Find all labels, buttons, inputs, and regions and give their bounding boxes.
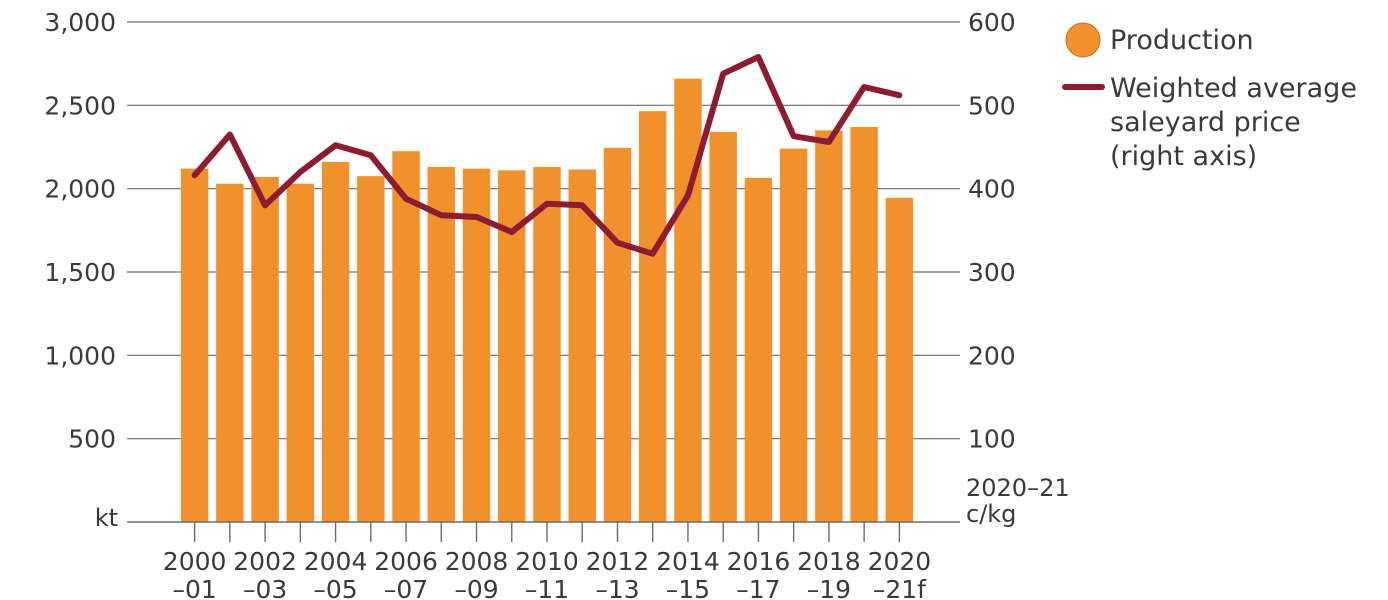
x-tick-label-year: 2000 — [163, 547, 227, 576]
x-tick-label-span: –13 — [595, 575, 639, 600]
right-axis-unit-line1: 2020–21 — [966, 474, 1070, 502]
right-y-tick-label: 300 — [968, 258, 1016, 287]
x-tick-label-year: 2008 — [445, 547, 509, 576]
production-bar — [850, 127, 878, 522]
production-bar — [674, 78, 702, 523]
left-y-tick-label: 1,000 — [44, 341, 116, 370]
x-tick-label-span: –01 — [172, 575, 216, 600]
x-tick-label-year: 2014 — [656, 547, 720, 576]
x-tick-label-year: 2010 — [515, 547, 579, 576]
production-bar — [638, 111, 667, 523]
production-bar — [216, 183, 244, 522]
left-axis-unit: kt — [95, 504, 118, 532]
x-tick-label-year: 2006 — [374, 547, 438, 576]
production-bar — [462, 168, 491, 522]
price-line — [191, 54, 903, 257]
production-bar — [885, 197, 914, 523]
x-tick-label-span: –11 — [525, 575, 569, 600]
legend-production-marker — [1065, 22, 1101, 58]
production-bar — [392, 151, 420, 522]
x-tick-label-span: –03 — [243, 575, 287, 600]
production-bar — [321, 162, 350, 522]
right-y-tick-label: 200 — [968, 341, 1016, 370]
production-bar — [603, 147, 632, 523]
x-tick-label-span: –19 — [807, 575, 851, 600]
x-tick-label-year: 2004 — [304, 547, 368, 576]
production-bar — [568, 169, 596, 522]
left-y-tick-label: 1,500 — [44, 258, 116, 287]
production-bar — [286, 183, 315, 522]
axes: 500 1,000 1,500 2,000 2,500 3,000 100 200 300 400… — [44, 8, 1069, 600]
price-line-path — [191, 54, 903, 257]
x-tick-label-span: –15 — [666, 575, 710, 600]
x-tick-label-year: 2016 — [727, 547, 791, 576]
production-bar — [251, 177, 279, 522]
production-bar — [815, 130, 843, 523]
x-tick-label-year: 2012 — [586, 547, 650, 576]
legend-production-label: Production — [1110, 25, 1254, 56]
legend-price-label: (right axis) — [1110, 141, 1257, 172]
right-y-tick-label: 100 — [968, 425, 1016, 454]
left-y-tick-label: 2,000 — [44, 175, 116, 204]
production-bar — [357, 176, 385, 522]
production-bar — [533, 167, 561, 522]
right-axis-unit-line2: c/kg — [966, 500, 1016, 528]
production-bar — [427, 167, 456, 522]
x-tick-label-year: 2020 — [868, 547, 932, 576]
x-tick-label-span: –05 — [313, 575, 357, 600]
left-y-tick-label: 500 — [68, 425, 116, 454]
left-y-tick-label: 2,500 — [44, 91, 116, 120]
production-bars — [180, 78, 914, 523]
x-tick-label-year: 2002 — [233, 547, 297, 576]
right-y-tick-label: 600 — [968, 8, 1016, 37]
production-bar — [180, 168, 209, 522]
production-bar — [744, 177, 773, 523]
x-tick-label-span: –07 — [384, 575, 428, 600]
legend-price-label: Weighted average — [1110, 73, 1357, 104]
right-y-tick-label: 500 — [968, 91, 1016, 120]
production-bar — [779, 148, 808, 522]
x-tick-label-year: 2018 — [797, 547, 861, 576]
x-tick-label-span: –09 — [454, 575, 498, 600]
left-y-tick-label: 3,000 — [44, 8, 116, 37]
right-y-tick-label: 400 — [968, 175, 1016, 204]
legend-price-label: saleyard price — [1110, 107, 1301, 138]
production-bar — [709, 132, 737, 522]
x-tick-label-span: –17 — [736, 575, 780, 600]
x-tick-label-span: –21f — [873, 575, 927, 600]
